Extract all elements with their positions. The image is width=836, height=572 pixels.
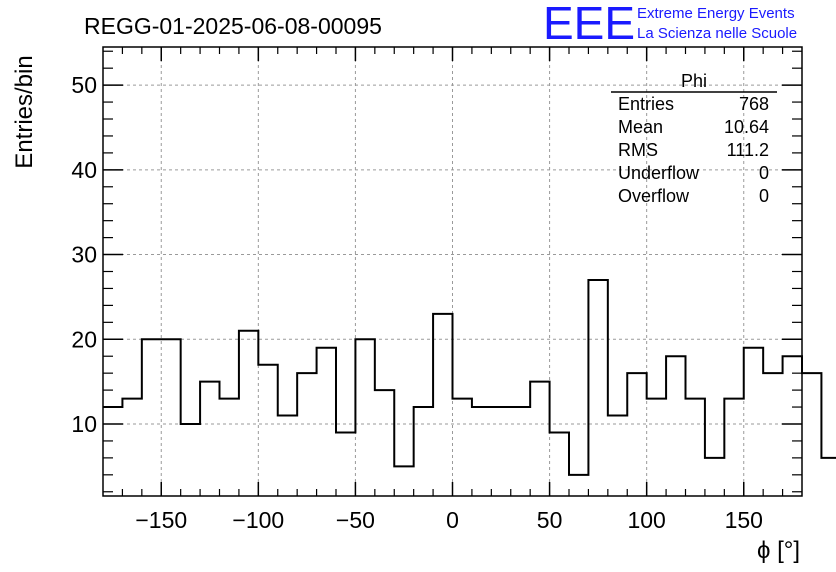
- histogram-bin: [724, 399, 743, 496]
- stats-row-value: 0: [759, 186, 769, 206]
- x-tick-labels: −150 −100 −50 0 50 100 150: [135, 507, 763, 533]
- histogram-bin: [122, 399, 141, 496]
- stats-row-value: 0: [759, 163, 769, 183]
- x-tick-label: −150: [135, 507, 187, 533]
- y-tick-label: 50: [71, 72, 97, 98]
- histogram-bin: [763, 373, 782, 496]
- histogram-bin: [142, 339, 161, 496]
- eee-logo-line2: La Scienza nelle Scuole: [637, 25, 797, 42]
- histogram-bin: [375, 390, 394, 496]
- stats-title: Phi: [681, 71, 707, 91]
- y-tick-label: 20: [71, 326, 97, 352]
- histogram-bin: [627, 373, 646, 496]
- histogram-bin: [472, 407, 491, 496]
- histogram-bin: [453, 399, 472, 496]
- histogram-bin: [705, 458, 724, 496]
- histogram-bin: [433, 314, 452, 496]
- histogram-bin: [297, 373, 316, 496]
- stats-row-label: Entries: [618, 94, 674, 114]
- histogram-bin: [394, 466, 413, 496]
- histogram-bin: [588, 280, 607, 496]
- x-tick-label: 150: [725, 507, 763, 533]
- histogram-outline: [103, 278, 836, 476]
- histogram-bin: [239, 331, 258, 496]
- histogram-bin: [258, 365, 277, 496]
- y-tick-label: 30: [71, 242, 97, 268]
- histogram-bin: [317, 348, 336, 496]
- histogram-bin: [491, 407, 510, 496]
- histogram-bin: [744, 348, 763, 496]
- x-tick-label: 100: [627, 507, 665, 533]
- axis-ticks: [103, 47, 802, 496]
- y-tick-label: 10: [71, 411, 97, 437]
- histogram-bin: [686, 399, 705, 496]
- histogram-bin: [336, 432, 355, 496]
- y-tick-labels: 10 20 30 40 50: [71, 72, 97, 437]
- stats-row-label: Overflow: [618, 186, 690, 206]
- histogram-bin: [355, 339, 374, 496]
- histogram-bin: [821, 458, 836, 496]
- stats-row-label: Underflow: [618, 163, 700, 183]
- histogram-bin: [103, 407, 122, 496]
- histogram-bin: [278, 416, 297, 496]
- histogram-bin: [161, 339, 180, 496]
- grid: [103, 47, 802, 496]
- eee-logo-line1: Extreme Energy Events: [637, 5, 795, 22]
- histogram-bin: [802, 373, 821, 496]
- histogram-bin: [511, 407, 530, 496]
- histogram-bin: [200, 382, 219, 496]
- histogram-bin: [414, 407, 433, 496]
- x-tick-label: 50: [537, 507, 563, 533]
- histogram-bars: [103, 278, 836, 496]
- stats-row-label: Mean: [618, 117, 663, 137]
- histogram-bin: [530, 382, 549, 496]
- histogram-bin: [181, 424, 200, 496]
- histogram-bin: [666, 356, 685, 496]
- stats-row-value: 10.64: [724, 117, 769, 137]
- x-tick-label: 0: [446, 507, 459, 533]
- y-tick-label: 40: [71, 157, 97, 183]
- histogram-bin: [550, 432, 569, 496]
- stats-row-value: 768: [739, 94, 769, 114]
- x-axis-label: ϕ [°]: [757, 537, 800, 564]
- stats-row-label: RMS: [618, 140, 658, 160]
- stats-rows: Entries 768 Mean 10.64 RMS 111.2 Underflow 0 Ove…: [618, 94, 769, 206]
- x-tick-label: −50: [336, 507, 375, 533]
- histogram-bin: [647, 399, 666, 496]
- plot-frame: [102, 46, 803, 497]
- stats-row-value: 111.2: [727, 140, 769, 160]
- x-tick-label: −100: [232, 507, 284, 533]
- histogram-bin: [569, 475, 588, 496]
- run-title: REGG-01-2025-06-08-00095: [84, 13, 382, 39]
- eee-logo-text: EEE: [543, 0, 635, 49]
- stats-box: Phi Entries 768 Mean 10.64 RMS 111.2 Underflow…: [611, 71, 777, 206]
- histogram-bin: [220, 399, 239, 496]
- y-axis-label: Entries/bin: [11, 55, 38, 168]
- eee-logo: EEE Extreme Energy Events La Scienza nel…: [543, 0, 797, 49]
- histogram-bin: [608, 416, 627, 496]
